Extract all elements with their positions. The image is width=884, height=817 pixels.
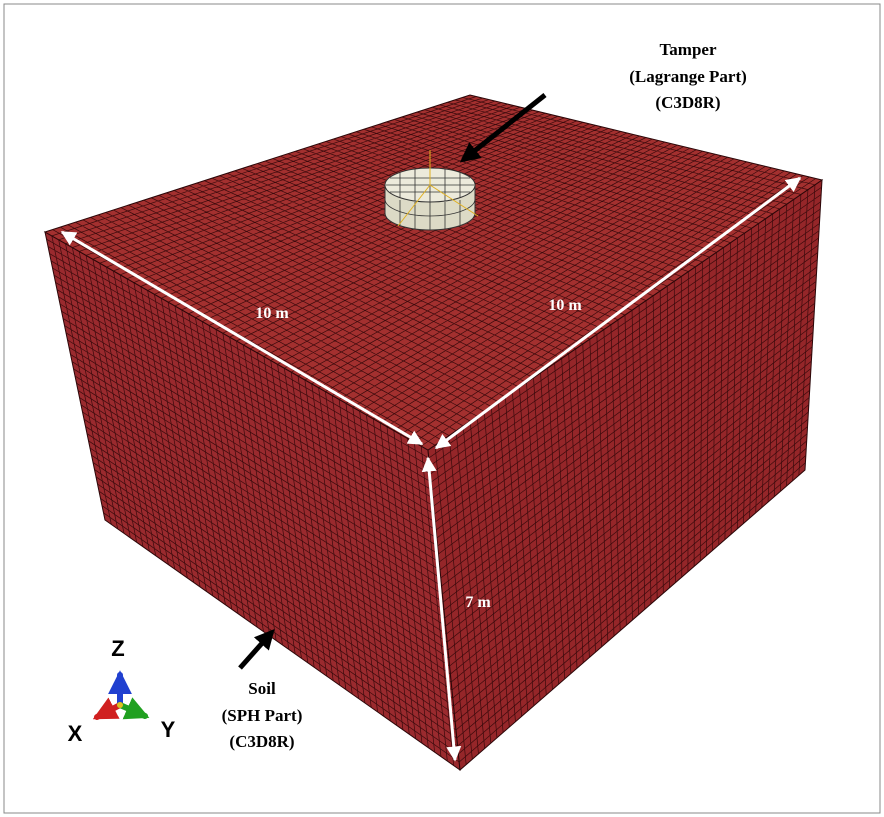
axis-label: X [68,721,83,746]
axis-label: Y [161,717,176,742]
dimension-label: 7 m [465,594,491,611]
tamper-label: Tamper [660,40,717,59]
soil-label: (SPH Part) [222,706,303,725]
figure: 10 m 10 m 7 m Tamper (Lagrange Part) (C3… [0,0,884,817]
soil-label: Soil [248,679,276,698]
tamper-label: (C3D8R) [655,93,720,112]
tamper-label: (Lagrange Part) [629,67,747,86]
dimension-label: 10 m [548,297,582,314]
axis-label: Z [111,636,124,661]
soil-label: (C3D8R) [229,732,294,751]
dimension-label: 10 m [255,305,289,322]
